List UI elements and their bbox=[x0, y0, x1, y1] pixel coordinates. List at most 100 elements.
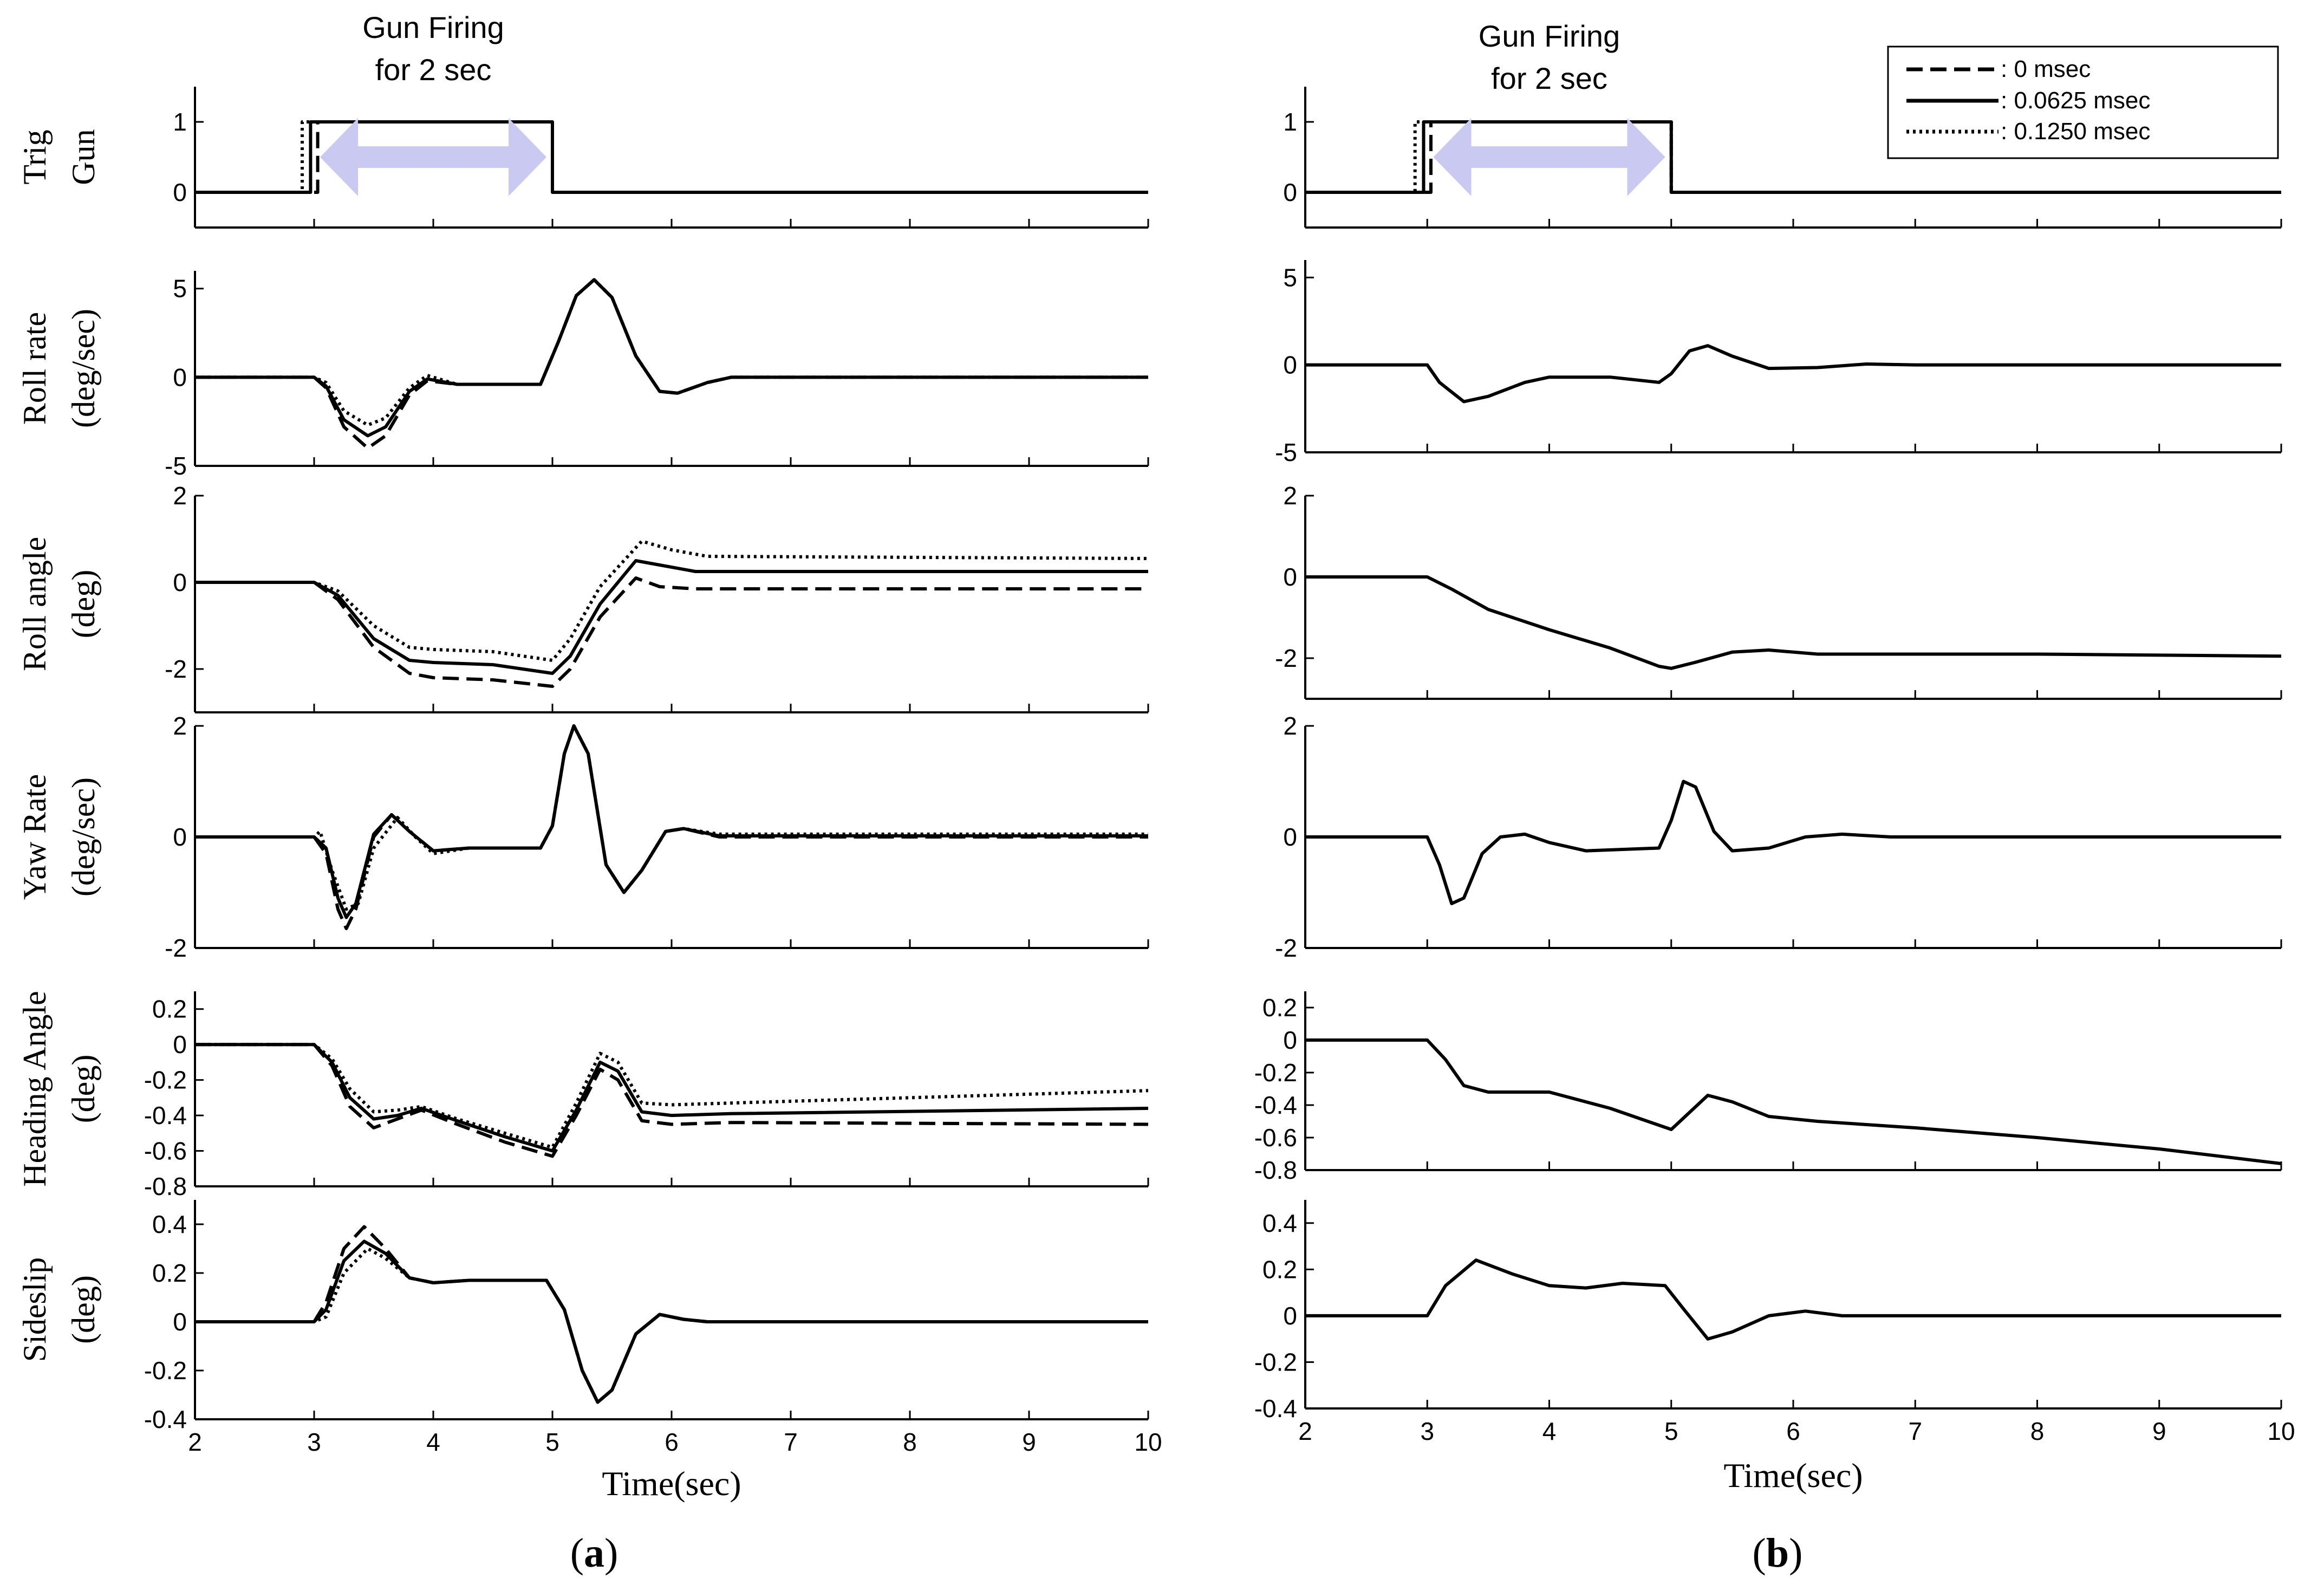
series-group bbox=[1305, 120, 2281, 194]
x-axis-label: Time(sec) bbox=[1723, 1456, 1863, 1495]
x-tick-label: 4 bbox=[1542, 1417, 1557, 1445]
y-tick-label: -0.6 bbox=[1254, 1124, 1297, 1152]
y-tick-label: 0 bbox=[173, 363, 187, 391]
y-tick-label: 5 bbox=[1283, 263, 1297, 291]
y-tick-label: 0 bbox=[1283, 563, 1297, 591]
caption-b-open: ( bbox=[1753, 1530, 1766, 1576]
y-tick-label: -0.2 bbox=[144, 1356, 187, 1385]
series-group bbox=[195, 120, 1148, 194]
series-line-solid bbox=[195, 1043, 1149, 1153]
y-tick-label: 0 bbox=[173, 1308, 187, 1336]
y-tick-label: 2 bbox=[1283, 712, 1297, 740]
y-tick-label: 1 bbox=[173, 108, 187, 136]
legend-label-2: : 0.1250 msec bbox=[2001, 118, 2150, 145]
annotation-line2: for 2 sec bbox=[375, 53, 492, 87]
panel-a-heading-angle: -0.8 -0.6 -0.4 -0.2 0 0.2 Heading Angle (deg) bbox=[17, 991, 1149, 1200]
series-line-solid bbox=[1305, 1038, 2282, 1165]
x-axis-label: Time(sec) bbox=[602, 1464, 741, 1503]
caption-a-letter: a bbox=[584, 1530, 604, 1576]
legend-label-1: : 0.0625 msec bbox=[2001, 87, 2150, 114]
y-tick-label: 0.2 bbox=[152, 995, 187, 1023]
x-tick-label: 5 bbox=[545, 1428, 559, 1456]
y-tick-label: -0.2 bbox=[144, 1066, 187, 1094]
caption-a-close: ) bbox=[604, 1530, 618, 1576]
panel-b-gun-trig: 0 1 Gun Firing for 2 sec bbox=[1283, 19, 2282, 229]
y-tick-label: -0.2 bbox=[1254, 1348, 1297, 1376]
x-tick-label: 9 bbox=[2152, 1417, 2166, 1445]
series-group bbox=[195, 1043, 1149, 1158]
y-axis-label: Gun bbox=[66, 129, 101, 185]
y-tick-label: 0 bbox=[1283, 351, 1297, 379]
x-tick-label: 6 bbox=[665, 1428, 679, 1456]
y-tick-label: 0.2 bbox=[152, 1259, 187, 1287]
x-tick-label: 10 bbox=[1134, 1428, 1162, 1456]
y-tick-label: 0 bbox=[1283, 1026, 1297, 1054]
y-tick-label: 0 bbox=[1283, 823, 1297, 851]
y-axis-label: (deg) bbox=[66, 1275, 101, 1344]
series-line-dash bbox=[195, 1043, 1149, 1158]
series-group bbox=[1305, 1258, 2281, 1341]
series-line-dash bbox=[195, 576, 1148, 688]
y-tick-label: -2 bbox=[1275, 644, 1297, 672]
series-line-solid bbox=[195, 724, 1148, 919]
series-group bbox=[1305, 1038, 2282, 1165]
legend-label-0: : 0 msec bbox=[2001, 56, 2091, 82]
annotation-line1: Gun Firing bbox=[362, 10, 504, 44]
y-axis-label: (deg) bbox=[66, 570, 101, 639]
x-tick-label: 6 bbox=[1786, 1417, 1800, 1445]
y-tick-label: 2 bbox=[1283, 482, 1297, 510]
series-line-solid bbox=[1305, 780, 2281, 905]
panel-b-sideslip: -0.4 -0.2 0 0.2 0.4 2 3 4 5 6 7 8 9 10 Time(sec) bbox=[1254, 1200, 2295, 1495]
caption-a-open: ( bbox=[570, 1530, 584, 1576]
y-tick-label: 0 bbox=[173, 1030, 187, 1059]
series-group bbox=[1305, 575, 2282, 670]
series-line-solid bbox=[1305, 1258, 2281, 1341]
y-tick-label: 0.4 bbox=[152, 1210, 187, 1238]
chart-a: 0 1 Trig Gun Gun Firing for 2 sec -5 0 5 Roll rat… bbox=[17, 10, 1162, 1503]
y-axis-label: Yaw Rate bbox=[17, 774, 53, 900]
x-tick-label: 2 bbox=[1298, 1417, 1312, 1445]
series-line-dash bbox=[195, 278, 1148, 450]
annotation-line2: for 2 sec bbox=[1491, 61, 1607, 95]
y-tick-label: -0.6 bbox=[144, 1137, 187, 1165]
panel-b-roll-angle: -2 0 2 bbox=[1275, 482, 2282, 700]
caption-b-letter: b bbox=[1766, 1530, 1789, 1576]
y-tick-label: 0.2 bbox=[1262, 993, 1297, 1022]
x-tick-label: 3 bbox=[1420, 1417, 1434, 1445]
x-tick-label: 5 bbox=[1664, 1417, 1678, 1445]
caption-b-close: ) bbox=[1789, 1530, 1802, 1576]
y-tick-label: -0.4 bbox=[144, 1101, 187, 1129]
series-group bbox=[195, 724, 1148, 931]
y-tick-label: -2 bbox=[1275, 934, 1297, 962]
series-group bbox=[1305, 344, 2281, 404]
panel-a-roll-angle: -2 0 2 Roll angle (deg) bbox=[17, 482, 1149, 713]
panel-b-yaw-rate: -2 0 2 bbox=[1275, 712, 2282, 962]
y-tick-label: -0.8 bbox=[144, 1172, 187, 1200]
series-line-dash bbox=[195, 1225, 1148, 1404]
x-tick-label: 10 bbox=[2267, 1417, 2295, 1445]
y-tick-label: -2 bbox=[165, 655, 187, 683]
y-tick-label: -5 bbox=[165, 452, 187, 480]
y-tick-label: 0 bbox=[1283, 178, 1297, 206]
x-tick-label: 2 bbox=[188, 1428, 202, 1456]
panel-b-heading-angle: -0.8 -0.6 -0.4 -0.2 0 0.2 bbox=[1254, 991, 2282, 1184]
series-line-solid bbox=[195, 278, 1148, 438]
annotation-line1: Gun Firing bbox=[1479, 19, 1620, 53]
panel-a-gun-trig: 0 1 Trig Gun Gun Firing for 2 sec bbox=[17, 10, 1149, 229]
y-axis-label: Roll angle bbox=[17, 537, 53, 671]
x-tick-label: 7 bbox=[1908, 1417, 1922, 1445]
y-axis-label: (deg/sec) bbox=[66, 309, 101, 428]
x-tick-label: 8 bbox=[903, 1428, 917, 1456]
series-line-dot bbox=[195, 1247, 1148, 1404]
y-tick-label: 5 bbox=[173, 275, 187, 303]
legend: : 0 msec : 0.0625 msec : 0.1250 msec bbox=[1887, 46, 2279, 159]
double-arrow bbox=[1433, 118, 1665, 196]
panel-b-roll-rate: -5 0 5 bbox=[1275, 260, 2282, 466]
y-tick-label: 0 bbox=[173, 823, 187, 851]
y-tick-label: 1 bbox=[1283, 108, 1297, 136]
series-group bbox=[1305, 780, 2281, 905]
series-group bbox=[195, 540, 1149, 688]
panel-a-sideslip: -0.4 -0.2 0 0.2 0.4 Sideslip (deg) 2 3 4 5 6 7 8 9 10 Ti… bbox=[17, 1200, 1162, 1503]
